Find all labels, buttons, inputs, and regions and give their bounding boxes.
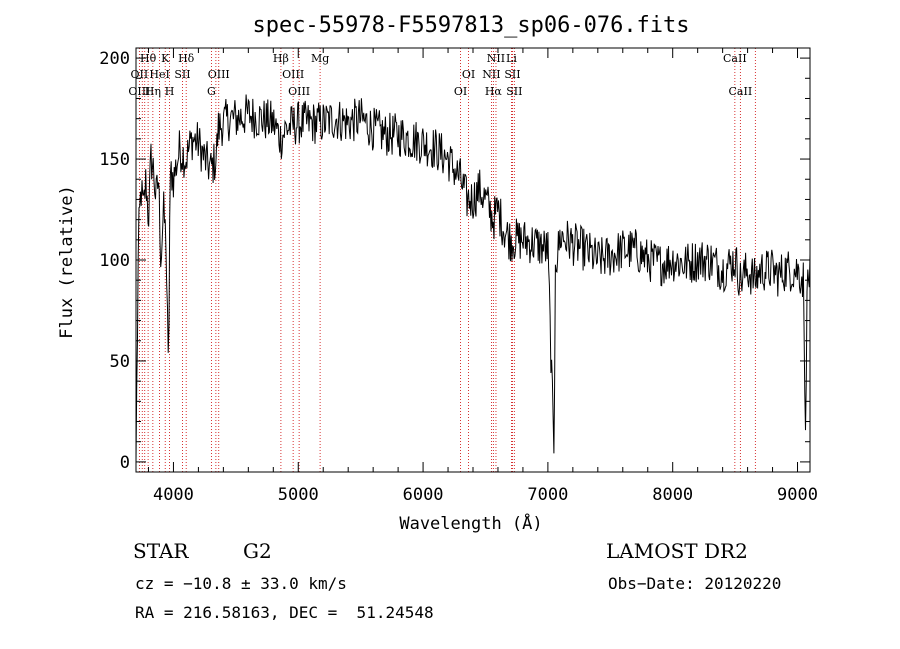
emission-line-labels: Hθ OII OIII K HeI Hη H Hδ SII OIII G Hβ OIII OIII Mg NI… [128,52,752,98]
y-tick-label: 0 [120,453,130,473]
spectral-subclass: G2 [243,539,272,563]
chart-title: spec-55978-F5597813_sp06-076.fits [252,13,689,38]
line-label: Mg [311,52,329,65]
line-label: OI [454,85,467,98]
y-tick-label: 50 [110,352,130,372]
survey-name: LAMOST DR2 [606,539,748,563]
line-label: NII [487,52,505,65]
line-label: Li [506,52,517,65]
line-label: OIII [208,68,230,81]
line-label: H [165,85,175,98]
coordinates-readout: RA = 216.58163, DEC = 51.24548 [135,603,434,622]
x-tick-label: 6000 [403,485,444,505]
line-label: CaII [729,85,753,98]
x-axis-label: Wavelength (Å) [399,512,542,534]
line-label: Hα [485,85,503,98]
line-label: OIII [128,85,150,98]
y-tick-label: 150 [99,150,130,170]
line-label: HeI [149,68,169,81]
y-tick-label: 100 [99,251,130,271]
y-axis-ticks: 0 50 100 150 200 [99,49,810,473]
line-label: K [161,52,170,65]
line-label: G [207,85,216,98]
line-label: SII [504,68,520,81]
object-class: STAR [133,539,189,563]
line-label: Hβ [273,52,289,65]
line-label: Hδ [178,52,195,65]
redshift-readout: cz = −10.8 ± 33.0 km/s [135,574,347,593]
line-label: Hθ [140,52,157,65]
x-tick-label: 8000 [652,485,693,505]
x-tick-label: 4000 [153,485,194,505]
x-axis-ticks: 4000 5000 6000 7000 8000 9000 [147,48,818,505]
line-label: SII [506,85,522,98]
line-label: NII [482,68,500,81]
spectrum-series [135,94,811,462]
observation-date: Obs−Date: 20120220 [608,574,782,593]
y-axis-label: Flux (relative) [57,185,77,339]
y-tick-label: 200 [99,49,130,69]
line-label: OIII [288,85,310,98]
line-label: CaII [723,52,747,65]
line-label: OI [462,68,475,81]
line-label: OIII [282,68,304,81]
x-tick-label: 7000 [527,485,568,505]
line-label: OII [131,68,149,81]
x-tick-label: 5000 [278,485,319,505]
x-tick-label: 9000 [777,485,818,505]
line-label: Hη [145,85,161,98]
line-label: SII [174,68,190,81]
